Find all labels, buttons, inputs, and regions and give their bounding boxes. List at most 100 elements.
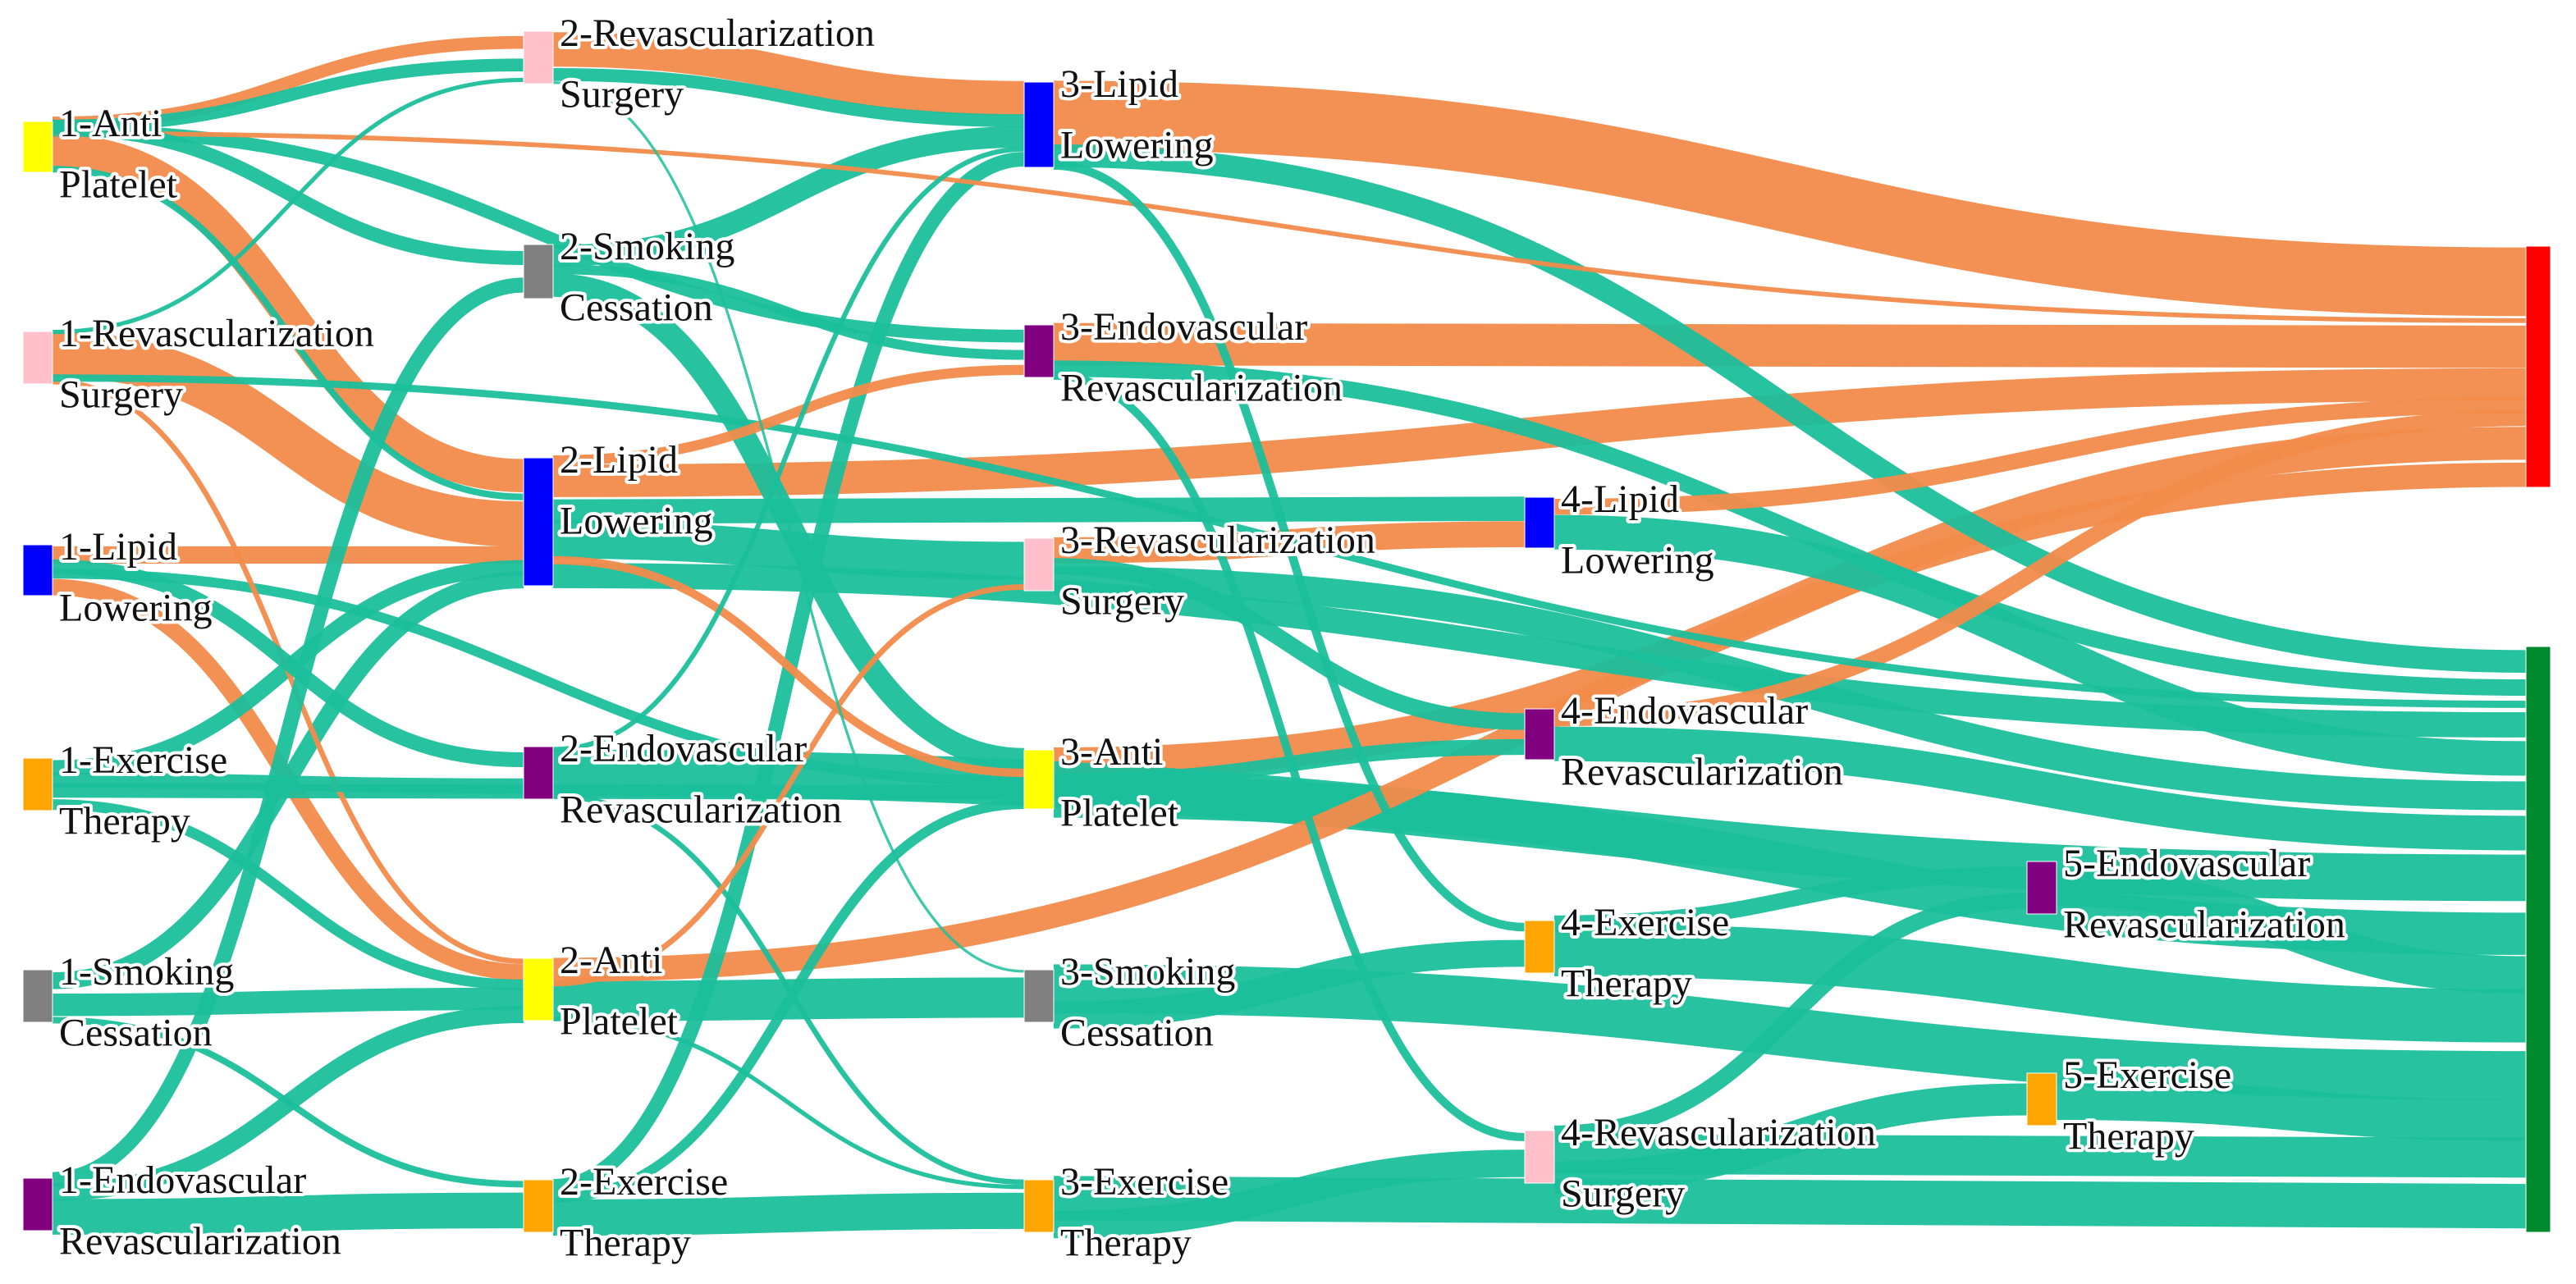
flow-link-4-ET-to-5-ER-pos <box>1553 866 2028 932</box>
flow-link-1-ER-to-2-SC-pos <box>52 277 524 1187</box>
flow-link-1-SC-to-2-ET-pos <box>52 1017 524 1188</box>
node-label-line: Platelet <box>560 999 679 1043</box>
node-label-3-ll: 3-Lipid Lowering <box>1060 62 1214 167</box>
node-label-line: Therapy <box>1060 1221 1192 1264</box>
flow-link-2-LL-to-3-ER-neg <box>552 364 1025 466</box>
flow-link-5-ET-to-OUT-POS-pos <box>2056 1078 2527 1141</box>
flow-link-3-RS-to-4-ER-pos <box>1053 558 1526 730</box>
flow-link-3-LL-to-OUT-NEG-neg <box>1053 80 2527 317</box>
flow-link-4-ET-to-OUT-POS-pos <box>1553 923 2527 1043</box>
flow-link-1-AP-to-2-LL-neg <box>52 134 524 492</box>
node-label-line: 2-Anti <box>560 939 662 982</box>
flow-link-4-ER-to-OUT-NEG-neg <box>1553 409 2527 727</box>
node-1-et <box>22 757 53 811</box>
flow-link-2-RS-to-3-LL-pos <box>552 67 1025 127</box>
node-label-line: 3-Revascularization <box>1060 519 1375 562</box>
flow-link-2-LL-to-OUT-POS-pos <box>552 563 2527 738</box>
node-2-ll <box>523 457 554 587</box>
node-label-line: 3-Smoking <box>1060 950 1235 994</box>
node-label-5-er: 5-Endovascular Revascularization <box>2063 842 2345 946</box>
node-label-line: Cessation <box>1060 1011 1214 1054</box>
flow-link-4-ER-to-OUT-POS-pos <box>1553 726 2527 851</box>
node-3-et <box>1023 1179 1055 1233</box>
flow-link-2-RS-to-3-LL-neg <box>552 32 1025 116</box>
node-label-line: 5-Endovascular <box>2063 842 2310 885</box>
node-label-line: Surgery <box>560 72 684 116</box>
node-2-sc <box>523 244 554 299</box>
flow-link-2-ER-to-3-ET-pos <box>552 793 1025 1186</box>
node-label-line: 1-Endovascular <box>59 1158 306 1202</box>
node-1-er <box>22 1177 53 1231</box>
node-3-er <box>1023 324 1055 378</box>
flow-link-1-ET-to-2-ER-pos <box>52 772 524 794</box>
flow-link-1-AP-to-2-RS-pos <box>52 58 524 133</box>
flow-link-5-ER-to-OUT-POS-pos <box>2056 869 2527 994</box>
node-label-2-rs: 2-Revascularization Surgery <box>560 11 875 116</box>
node-label-line: Surgery <box>1561 1172 1685 1215</box>
flow-link-3-SC-to-4-ET-pos <box>1053 939 1526 1029</box>
node-label-4-et: 4-Exercise Therapy <box>1561 901 1729 1005</box>
flow-link-1-SC-to-2-AP-pos <box>52 987 524 1017</box>
flow-link-1-LL-to-3-AP-pos <box>52 569 1025 787</box>
node-label-line: 3-Anti <box>1060 730 1163 774</box>
node-1-ap <box>22 121 53 173</box>
node-out-pos <box>2525 646 2551 1233</box>
node-5-et <box>2026 1072 2057 1126</box>
node-2-et <box>523 1179 554 1233</box>
node-label-line: 2-Lipid <box>560 438 678 482</box>
flow-link-1-AP-to-2-LL-pos <box>52 166 524 500</box>
flow-link-2-AP-to-3-ET-pos <box>552 1016 1025 1190</box>
flow-link-1-AP-to-OUT-NEG-neg <box>52 130 2527 323</box>
node-label-line: 2-Smoking <box>560 225 734 268</box>
node-label-line: Platelet <box>59 162 178 206</box>
node-label-3-rs: 3-Revascularization Surgery <box>1060 519 1375 623</box>
flow-link-4-RS-to-5-ER-pos <box>1553 893 2028 1142</box>
node-4-er <box>1524 708 1555 761</box>
node-2-ap <box>523 957 554 1021</box>
node-label-line: Therapy <box>560 1221 691 1264</box>
flow-link-3-SC-to-OUT-POS-pos <box>1053 964 2527 1100</box>
treatment-nodes <box>22 30 2551 1233</box>
node-label-line: Cessation <box>59 1011 213 1054</box>
flow-link-2-SC-to-3-ER-pos <box>552 264 1025 360</box>
flow-link-3-ET-to-OUT-POS-pos <box>1053 1176 2527 1229</box>
flow-links <box>52 32 2527 1239</box>
node-label-line: 4-Exercise <box>1561 901 1729 944</box>
flow-link-2-ET-to-3-ET-pos <box>552 1192 1025 1236</box>
node-label-line: Therapy <box>59 799 190 843</box>
node-label-line: Revascularization <box>1060 366 1343 409</box>
node-label-1-er: 1-Endovascular Revascularization <box>59 1158 341 1263</box>
node-label-line: Lowering <box>1060 123 1214 167</box>
node-label-5-et: 5-Exercise Therapy <box>2063 1053 2231 1158</box>
node-labels: 1-Anti Platelet 1-Revascularization Surgery… <box>56 8 2349 1268</box>
flow-link-3-LL-to-4-ET-pos <box>1053 161 1526 932</box>
node-out-neg <box>2525 245 2551 488</box>
flow-link-1-LL-to-2-ER-pos <box>52 559 524 768</box>
node-label-line: 2-Exercise <box>560 1160 728 1204</box>
flow-link-2-ET-to-3-LL-pos <box>552 152 1025 1194</box>
node-label-line: Therapy <box>1561 962 1692 1005</box>
node-label-3-ap: 3-Anti Platelet <box>1060 730 1179 834</box>
node-label-line: Lowering <box>560 499 713 542</box>
node-label-1-et: 1-Exercise Therapy <box>59 738 227 843</box>
node-label-4-er: 4-Endovascular Revascularization <box>1561 689 1843 793</box>
node-label-line: 4-Lipid <box>1561 478 1679 521</box>
flow-link-4-RS-to-5-ET-pos <box>1553 1083 2028 1194</box>
node-3-sc <box>1023 969 1055 1023</box>
node-label-line: 4-Revascularization <box>1561 1111 1876 1154</box>
node-1-rs <box>22 331 53 385</box>
node-label-line: 4-Endovascular <box>1561 689 1808 733</box>
node-label-line: 3-Exercise <box>1060 1160 1229 1204</box>
node-4-et <box>1524 920 1555 974</box>
flow-link-4-LL-to-OUT-NEG-neg <box>1553 397 2527 515</box>
node-label-1-sc: 1-Smoking Cessation <box>59 950 234 1054</box>
node-label-line: Revascularization <box>560 788 842 831</box>
node-label-line: Lowering <box>59 586 213 629</box>
node-label-line: Revascularization <box>2063 902 2345 946</box>
flow-link-3-LL-to-OUT-POS-pos <box>1053 144 2527 673</box>
node-1-ll <box>22 544 53 596</box>
flow-link-1-AP-to-2-SC-pos <box>52 121 524 266</box>
node-label-line: 2-Endovascular <box>560 727 807 770</box>
node-label-line: 1-Revascularization <box>59 312 374 355</box>
flow-link-4-LL-to-OUT-POS-pos <box>1553 514 2527 776</box>
